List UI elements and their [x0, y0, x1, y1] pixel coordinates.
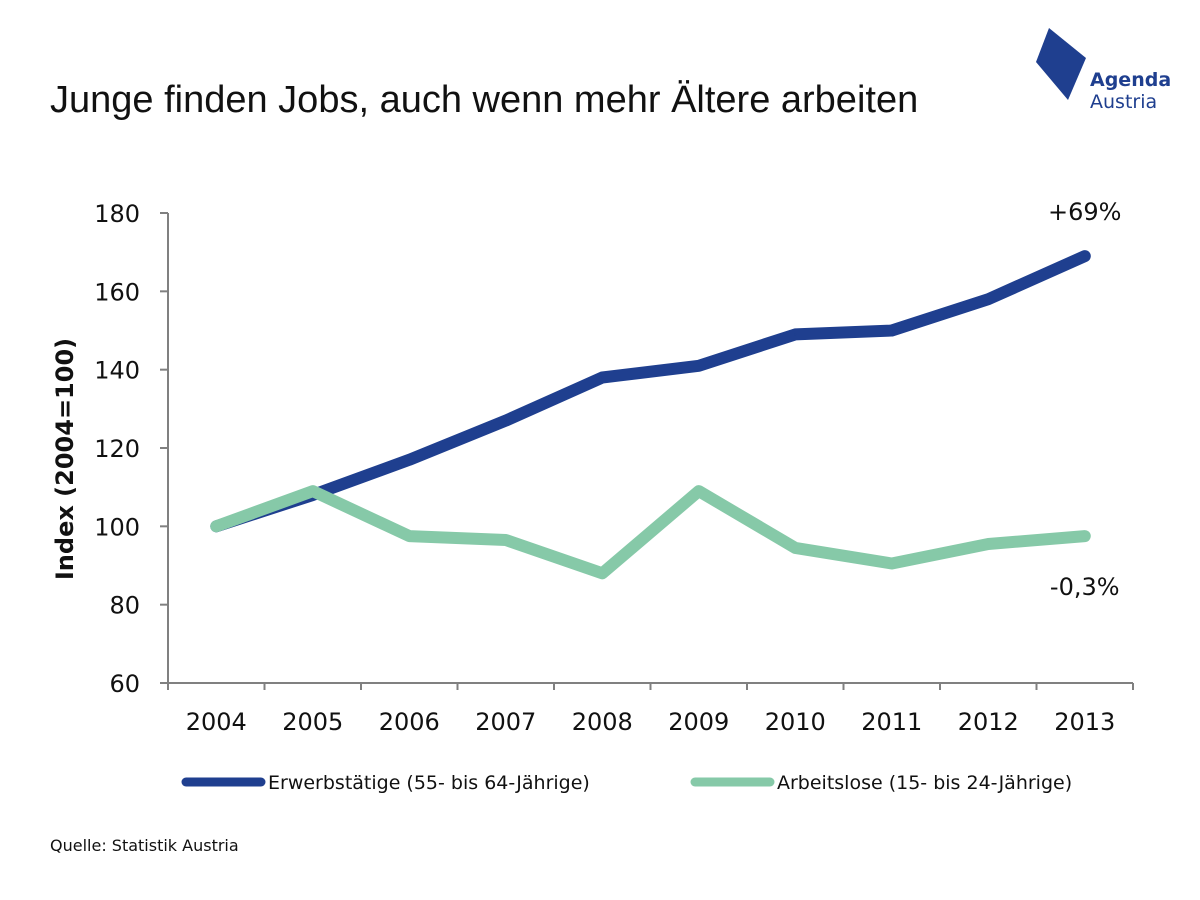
- brand-logo: Agenda Austria: [1036, 28, 1171, 113]
- data-point: [311, 490, 314, 493]
- x-tick-label: 2006: [379, 708, 440, 736]
- data-point: [1083, 255, 1086, 258]
- logo-text-agenda: Agenda: [1090, 69, 1171, 91]
- data-point: [504, 419, 507, 422]
- data-point: [794, 546, 797, 549]
- y-tick-label: 80: [109, 592, 140, 620]
- data-point: [601, 572, 604, 575]
- data-point: [697, 364, 700, 367]
- y-axis-label: Index (2004=100): [51, 338, 79, 580]
- data-point: [890, 562, 893, 565]
- data-point: [504, 539, 507, 542]
- data-point: [987, 298, 990, 301]
- y-tick-label: 60: [109, 670, 140, 698]
- x-tick-label: 2009: [668, 708, 729, 736]
- x-tick-label: 2008: [572, 708, 633, 736]
- y-tick-label: 120: [94, 435, 140, 463]
- series-line-0: [210, 250, 1091, 533]
- data-point: [215, 525, 218, 528]
- legend-label-1: Arbeitslose (15- bis 24-Jährige): [777, 772, 1072, 794]
- axes: 60 80 100 120 140 160 180 2004 2005 2006 2007 2008 2…: [94, 200, 1134, 736]
- data-point: [890, 329, 893, 332]
- y-tick-label: 140: [94, 357, 140, 385]
- x-tick-label: 2010: [765, 708, 826, 736]
- logo-text-austria: Austria: [1090, 91, 1157, 113]
- chart-title: Junge finden Jobs, auch wenn mehr Ältere…: [50, 79, 918, 121]
- y-tick-label: 100: [94, 513, 140, 541]
- series-layer: [210, 250, 1091, 580]
- data-point: [408, 458, 411, 461]
- x-tick-label: 2013: [1054, 708, 1115, 736]
- annotations: +69% -0,3%: [1048, 198, 1121, 601]
- annotation-label: +69%: [1048, 198, 1121, 226]
- annotation-label: -0,3%: [1050, 573, 1120, 601]
- data-point: [408, 535, 411, 538]
- x-tick-label: 2004: [186, 708, 247, 736]
- x-tick-label: 2011: [861, 708, 922, 736]
- logo-icon: [1036, 28, 1086, 100]
- data-point: [601, 376, 604, 379]
- x-tick-label: 2005: [282, 708, 343, 736]
- x-tick-label: 2007: [475, 708, 536, 736]
- y-tick-label: 160: [94, 278, 140, 306]
- legend: Erwerbstätige (55- bis 64-Jährige) Arbeit…: [181, 772, 1072, 794]
- data-point: [987, 542, 990, 545]
- source-note: Quelle: Statistik Austria: [50, 836, 239, 855]
- data-point: [1083, 535, 1086, 538]
- series-line-1: [210, 485, 1091, 580]
- data-point: [697, 490, 700, 493]
- legend-label-0: Erwerbstätige (55- bis 64-Jährige): [268, 772, 590, 794]
- y-tick-label: 180: [94, 200, 140, 228]
- x-tick-label: 2012: [958, 708, 1019, 736]
- data-point: [794, 333, 797, 336]
